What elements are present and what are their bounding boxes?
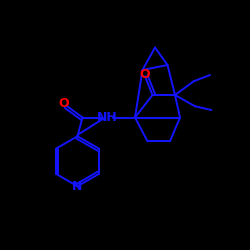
Text: O: O: [140, 68, 150, 82]
Text: N: N: [72, 180, 83, 193]
Text: NH: NH: [97, 111, 118, 124]
Text: O: O: [58, 97, 69, 110]
